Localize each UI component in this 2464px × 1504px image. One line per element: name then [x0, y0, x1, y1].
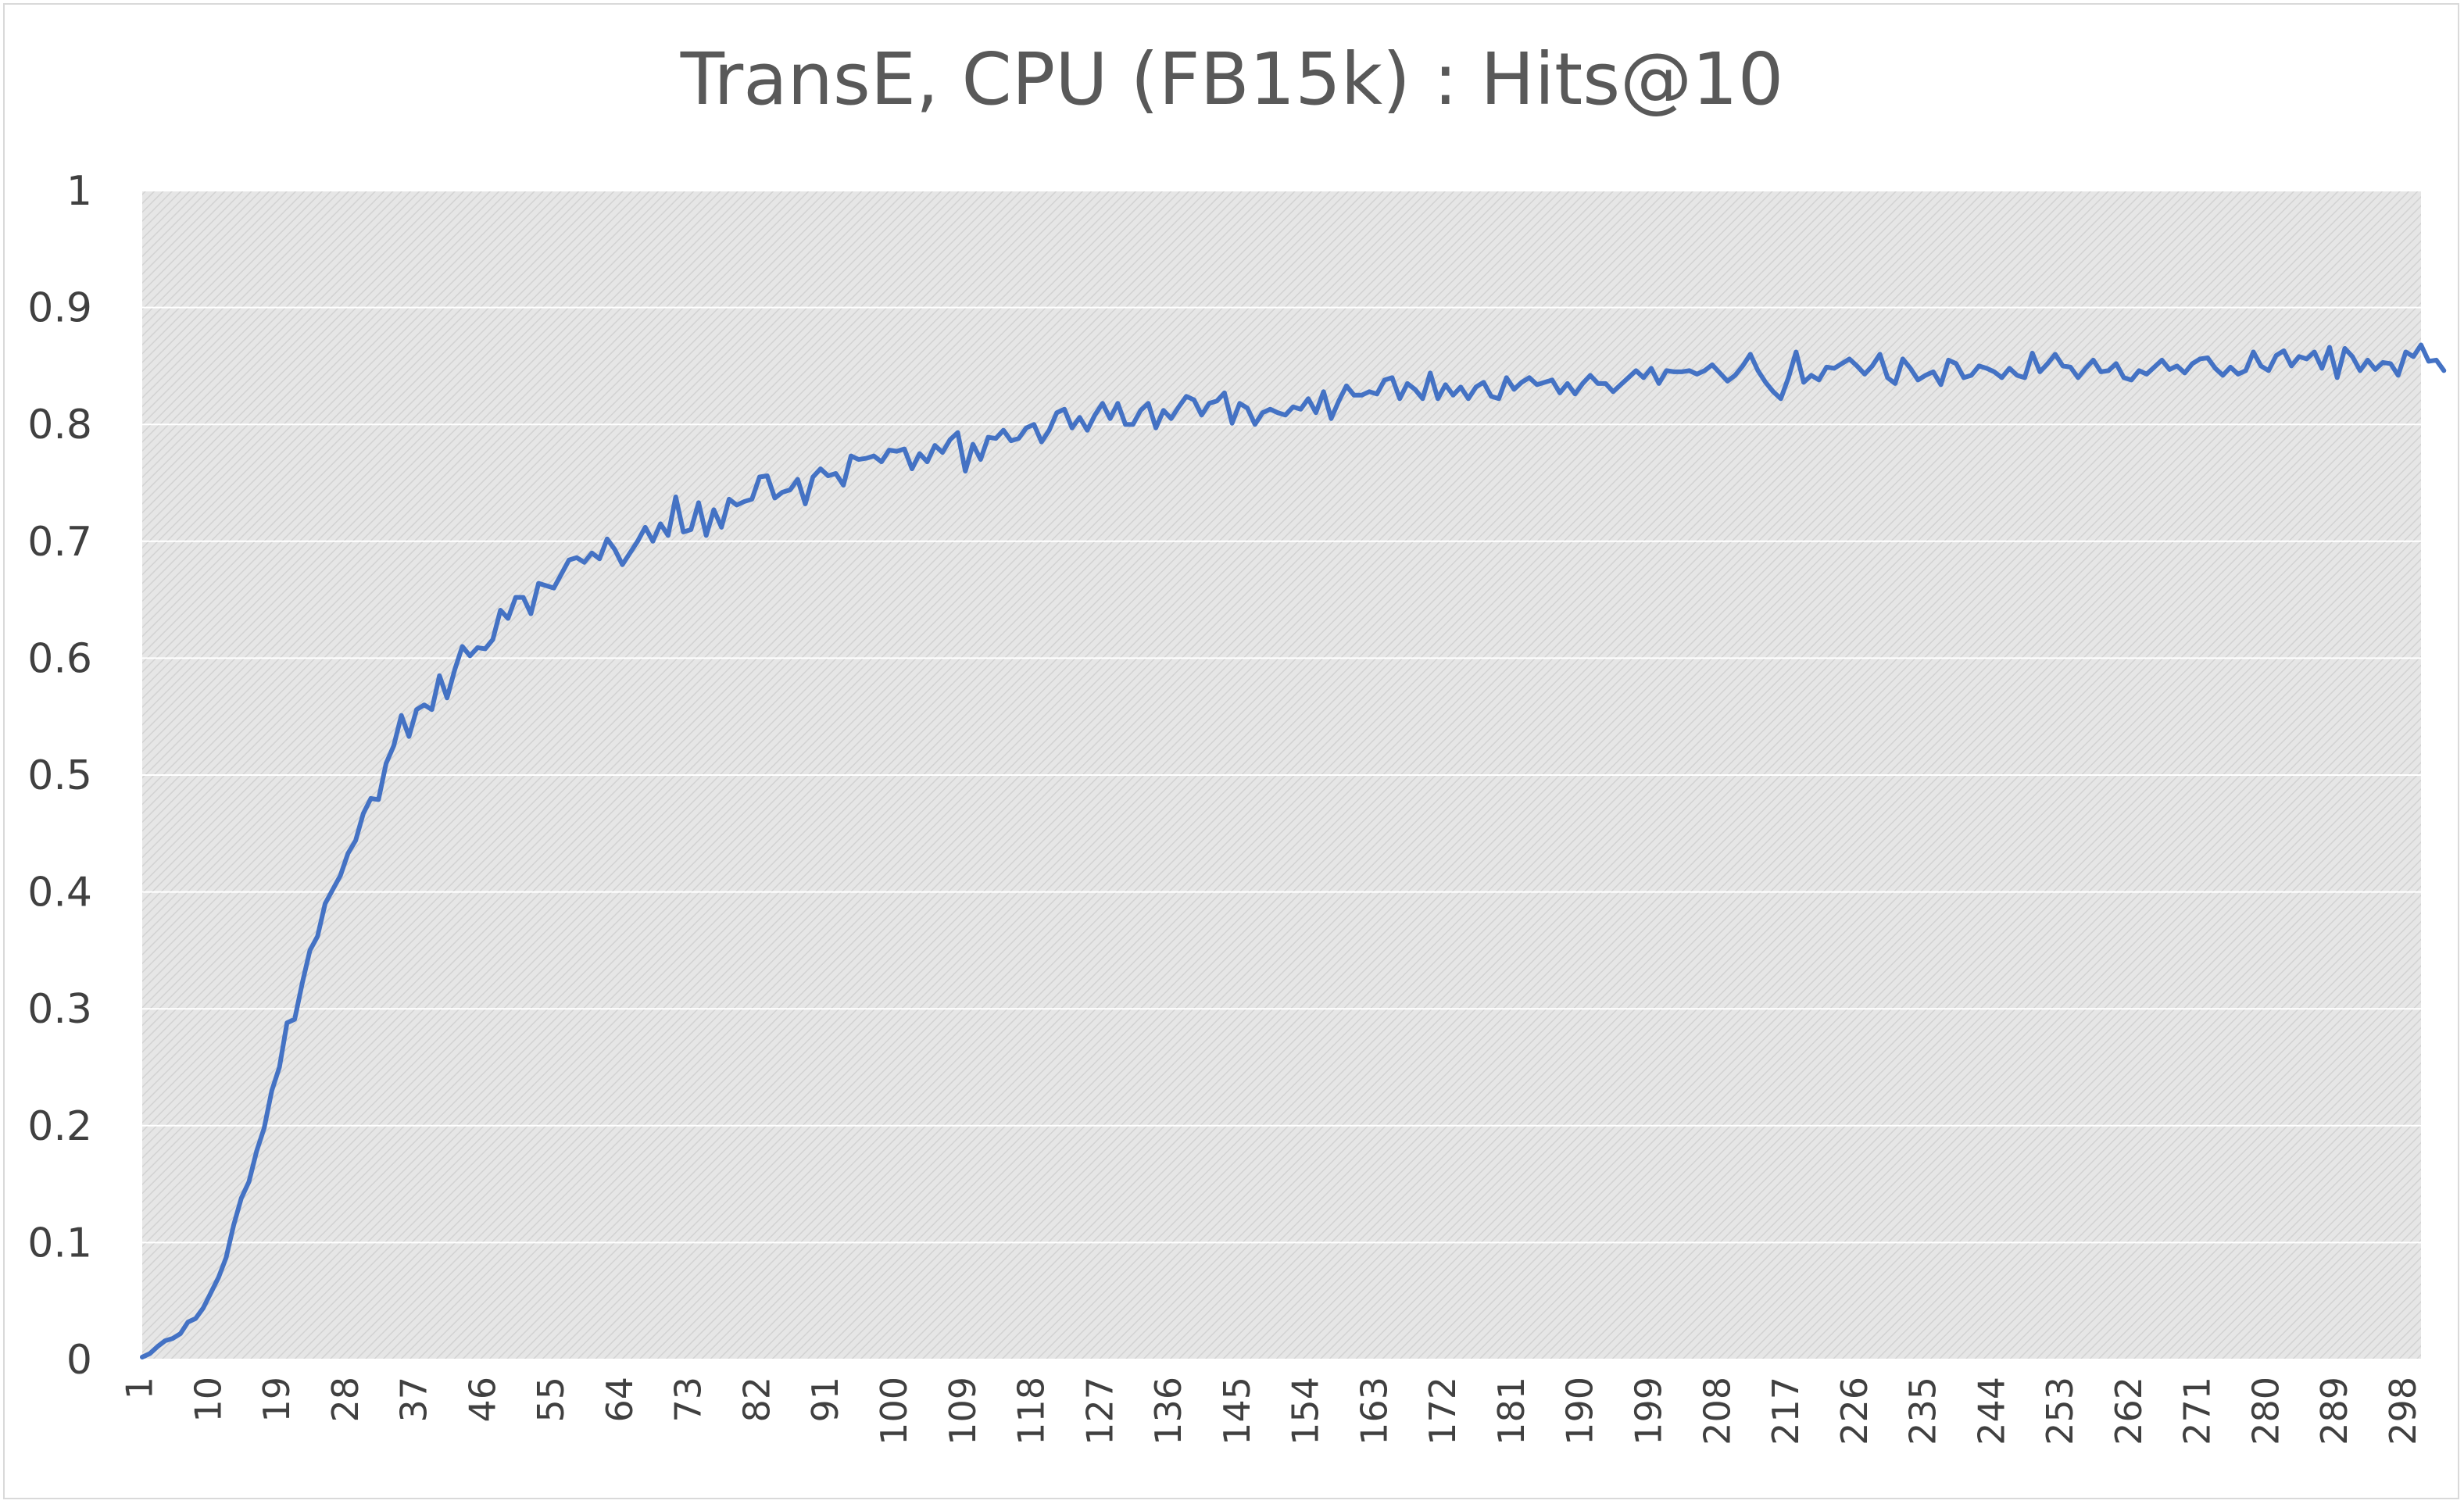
y-tick-label: 0.4 — [27, 870, 92, 916]
x-tick-label: 298 — [2382, 1377, 2424, 1445]
x-tick-label: 1 — [119, 1377, 161, 1399]
y-tick-label: 0.5 — [27, 752, 92, 799]
x-tick-label: 199 — [1627, 1377, 1669, 1445]
x-tick-label: 91 — [804, 1377, 846, 1423]
x-tick-label: 190 — [1559, 1377, 1601, 1445]
y-axis-ticks: 0 0.1 0.2 0.3 0.4 0.5 0.6 0.7 0.8 0.9 1 — [27, 168, 92, 1384]
x-tick-label: 208 — [1696, 1377, 1738, 1445]
x-tick-label: 289 — [2313, 1377, 2355, 1445]
x-tick-label: 64 — [599, 1377, 641, 1423]
x-tick-label: 145 — [1216, 1377, 1258, 1445]
x-tick-label: 181 — [1490, 1377, 1532, 1445]
x-tick-label: 82 — [735, 1377, 778, 1423]
x-tick-label: 217 — [1765, 1377, 1807, 1445]
y-tick-label: 0.7 — [27, 519, 92, 566]
x-tick-label: 253 — [2039, 1377, 2081, 1445]
x-tick-label: 55 — [530, 1377, 572, 1423]
gridlines — [142, 190, 2421, 1360]
y-tick-label: 0.8 — [27, 402, 92, 448]
chart-title: TransE, CPU (FB15k) : Hits@10 — [680, 38, 1784, 121]
x-tick-label: 271 — [2176, 1377, 2219, 1445]
x-tick-label: 262 — [2108, 1377, 2150, 1445]
y-tick-label: 0.3 — [27, 986, 92, 1033]
y-tick-label: 0.9 — [27, 285, 92, 332]
x-tick-label: 73 — [667, 1377, 710, 1423]
x-tick-label: 100 — [873, 1377, 915, 1445]
x-axis-ticks: 1 10 19 28 37 46 55 64 73 82 91 100 109 118 127 136 145 1… — [119, 1377, 2424, 1445]
x-tick-label: 28 — [324, 1377, 367, 1423]
x-tick-label: 10 — [187, 1377, 229, 1423]
x-tick-label: 280 — [2244, 1377, 2287, 1445]
x-tick-label: 226 — [1833, 1377, 1876, 1445]
y-tick-label: 0.6 — [27, 635, 92, 682]
y-tick-label: 0.2 — [27, 1103, 92, 1150]
x-tick-label: 37 — [393, 1377, 435, 1423]
x-tick-label: 127 — [1078, 1377, 1121, 1445]
x-tick-label: 109 — [942, 1377, 984, 1445]
x-tick-label: 136 — [1147, 1377, 1189, 1445]
y-tick-label: 0 — [66, 1337, 92, 1384]
x-tick-label: 172 — [1422, 1377, 1464, 1445]
x-tick-label: 235 — [1902, 1377, 1944, 1445]
x-tick-label: 154 — [1285, 1377, 1327, 1445]
y-tick-label: 0.1 — [27, 1220, 92, 1266]
x-tick-label: 118 — [1010, 1377, 1053, 1445]
y-tick-label: 1 — [66, 168, 92, 215]
x-tick-label: 19 — [256, 1377, 298, 1423]
x-tick-label: 163 — [1353, 1377, 1395, 1445]
x-tick-label: 244 — [1970, 1377, 2012, 1445]
series-line-hits-at-10 — [140, 342, 2447, 1360]
x-tick-label: 46 — [461, 1377, 503, 1423]
